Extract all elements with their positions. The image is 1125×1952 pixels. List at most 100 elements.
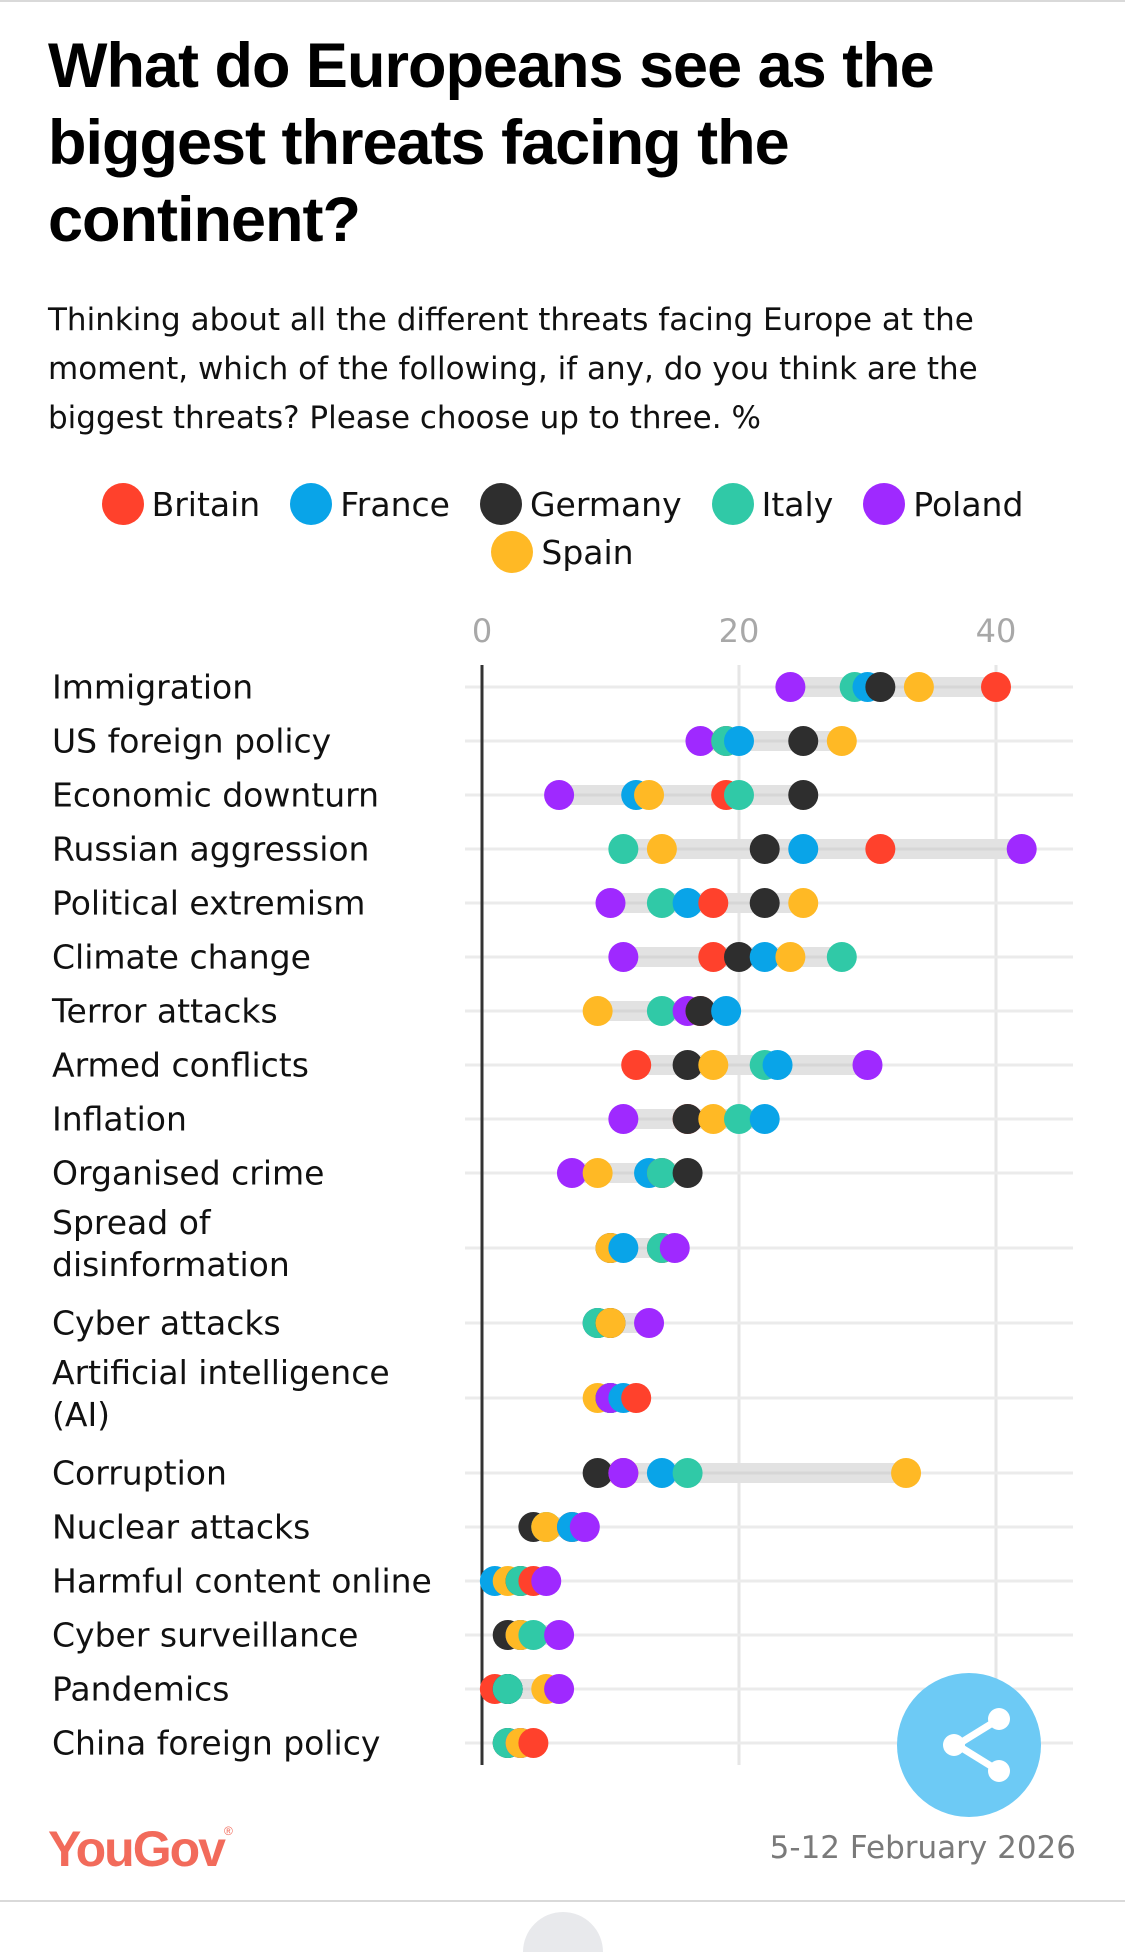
share-button[interactable]: [897, 1673, 1041, 1817]
data-point-spain[interactable]: [698, 1050, 729, 1080]
data-point-germany[interactable]: [865, 672, 896, 702]
bottom-divider: [0, 1900, 1125, 1902]
data-point-france[interactable]: [788, 834, 819, 864]
category-label: Artificial intelligence (AI): [52, 1353, 390, 1434]
data-point-poland[interactable]: [634, 1308, 665, 1338]
data-point-france[interactable]: [724, 726, 754, 756]
data-point-france[interactable]: [749, 942, 780, 972]
data-point-poland[interactable]: [608, 1458, 639, 1488]
legend-label: Germany: [529, 484, 682, 524]
data-point-france[interactable]: [608, 1233, 639, 1263]
data-point-poland[interactable]: [608, 1104, 639, 1134]
legend-item-italy[interactable]: Italy: [711, 483, 834, 525]
x-tick-label: 20: [719, 612, 760, 650]
data-point-spain[interactable]: [698, 1104, 729, 1134]
category-label: Russian aggression: [52, 830, 369, 869]
data-point-spain[interactable]: [775, 942, 806, 972]
data-point-poland[interactable]: [544, 1620, 575, 1650]
data-point-britain[interactable]: [698, 942, 729, 972]
data-point-italy[interactable]: [646, 996, 677, 1026]
data-point-poland[interactable]: [544, 780, 575, 810]
legend-label: Italy: [761, 484, 834, 524]
data-point-britain[interactable]: [698, 888, 729, 918]
legend-swatch-germany: [479, 483, 522, 525]
legend-item-france[interactable]: France: [290, 483, 450, 525]
data-point-france[interactable]: [646, 1458, 677, 1488]
data-point-italy[interactable]: [646, 1158, 677, 1188]
data-point-poland[interactable]: [556, 1158, 587, 1188]
category-label: Terror attacks: [51, 992, 278, 1031]
chart-subtitle: Thinking about all the different threats…: [48, 302, 978, 436]
data-point-italy[interactable]: [724, 1104, 754, 1134]
data-point-germany[interactable]: [749, 834, 780, 864]
legend-item-germany[interactable]: Germany: [479, 483, 682, 525]
data-point-germany[interactable]: [672, 1158, 703, 1188]
data-point-italy[interactable]: [518, 1620, 549, 1650]
data-point-poland[interactable]: [595, 888, 626, 918]
data-point-poland[interactable]: [685, 726, 716, 756]
legend-item-poland[interactable]: Poland: [863, 483, 1023, 525]
data-point-germany[interactable]: [724, 942, 754, 972]
category-label: Pandemics: [52, 1670, 229, 1709]
legend-label: Spain: [541, 532, 634, 572]
data-point-poland[interactable]: [531, 1566, 562, 1596]
data-point-france[interactable]: [711, 996, 742, 1026]
data-points: [479, 672, 1037, 1758]
category-label: Cyber attacks: [52, 1304, 281, 1343]
data-point-spain[interactable]: [582, 996, 613, 1026]
data-point-poland[interactable]: [775, 672, 806, 702]
data-point-poland[interactable]: [569, 1512, 600, 1542]
yougov-logo[interactable]: YouGov®: [48, 1820, 233, 1878]
legend-row-2: Spain: [0, 528, 1125, 576]
data-point-spain[interactable]: [891, 1458, 922, 1488]
data-point-germany[interactable]: [788, 726, 819, 756]
data-point-italy[interactable]: [672, 1458, 703, 1488]
data-point-germany[interactable]: [685, 996, 716, 1026]
category-label: Cyber surveillance: [52, 1616, 358, 1655]
data-point-britain[interactable]: [621, 1050, 652, 1080]
data-point-poland[interactable]: [1006, 834, 1037, 864]
data-point-france[interactable]: [749, 1104, 780, 1134]
data-point-germany[interactable]: [582, 1458, 613, 1488]
data-point-spain[interactable]: [634, 780, 665, 810]
data-point-italy[interactable]: [826, 942, 857, 972]
data-point-poland[interactable]: [659, 1233, 690, 1263]
data-point-britain[interactable]: [518, 1728, 549, 1758]
legend-item-spain[interactable]: Spain: [491, 531, 634, 573]
data-point-france[interactable]: [762, 1050, 793, 1080]
data-point-spain[interactable]: [595, 1308, 626, 1338]
data-point-spain[interactable]: [582, 1158, 613, 1188]
data-point-britain[interactable]: [865, 834, 896, 864]
data-point-spain[interactable]: [531, 1512, 562, 1542]
share-icon: [943, 1708, 1010, 1782]
data-point-italy[interactable]: [646, 888, 677, 918]
data-point-poland[interactable]: [608, 942, 639, 972]
data-point-italy[interactable]: [608, 834, 639, 864]
data-point-spain[interactable]: [903, 672, 934, 702]
chart-title: What do Europeans see as the biggest thr…: [48, 31, 935, 255]
legend-item-britain[interactable]: Britain: [101, 483, 260, 525]
data-point-spain[interactable]: [826, 726, 857, 756]
data-point-germany[interactable]: [749, 888, 780, 918]
data-point-germany[interactable]: [672, 1104, 703, 1134]
legend-swatch-spain: [491, 531, 534, 573]
data-point-britain[interactable]: [981, 672, 1011, 702]
brand-name: YouGov: [48, 1821, 226, 1877]
data-point-germany[interactable]: [788, 780, 819, 810]
data-point-spain[interactable]: [646, 834, 677, 864]
category-label: Corruption: [52, 1454, 227, 1493]
data-point-italy[interactable]: [724, 780, 754, 810]
category-label: Climate change: [52, 938, 311, 977]
data-point-germany[interactable]: [672, 1050, 703, 1080]
data-point-poland[interactable]: [852, 1050, 883, 1080]
data-point-spain[interactable]: [788, 888, 819, 918]
data-point-poland[interactable]: [544, 1674, 575, 1704]
data-point-france[interactable]: [672, 888, 703, 918]
legend-row-1: Britain France Germany Italy Poland: [0, 480, 1125, 528]
top-divider: [0, 0, 1125, 2]
data-point-britain[interactable]: [621, 1383, 652, 1413]
category-label: Organised crime: [52, 1154, 324, 1193]
fieldwork-date: 5-12 February 2026: [769, 1830, 1076, 1866]
data-point-italy[interactable]: [492, 1674, 523, 1704]
